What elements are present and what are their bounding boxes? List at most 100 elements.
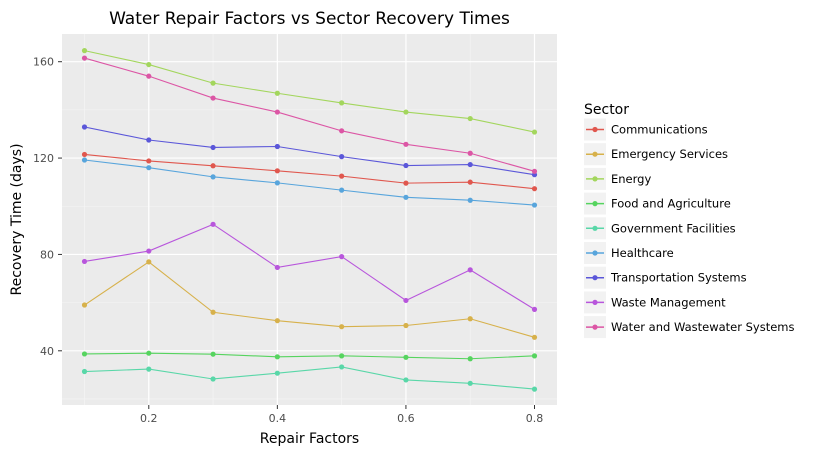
data-point	[81, 124, 88, 130]
legend-item: Healthcare	[584, 242, 674, 264]
data-point	[467, 356, 473, 362]
x-tick-label: 0.2	[140, 412, 158, 425]
data-point	[81, 302, 88, 308]
series-food-and-agriculture	[81, 350, 538, 362]
series-line	[84, 57, 535, 172]
data-point	[81, 157, 88, 163]
data-point	[274, 168, 280, 174]
legend-key-point	[592, 275, 598, 281]
series-waste-management	[81, 221, 538, 312]
data-point	[339, 324, 345, 330]
y-axis-title: Recovery Time (days)	[9, 143, 25, 295]
legend-items: Communications Emergency Services Energy Fo…	[584, 118, 795, 339]
series-energy	[81, 48, 538, 135]
legend-key-point	[592, 299, 598, 305]
legend-item: Energy	[584, 167, 651, 190]
data-point	[274, 109, 280, 115]
series-line	[84, 126, 535, 176]
legend-item: Emergency Services	[584, 143, 728, 166]
data-point	[210, 376, 216, 382]
legend-label: Waste Management	[611, 295, 726, 309]
legend-item: Waste Management	[584, 291, 726, 314]
data-point	[274, 264, 280, 271]
data-point	[146, 248, 152, 254]
data-point	[531, 129, 538, 135]
data-point	[531, 334, 538, 340]
legend-label: Water and Wastewater Systems	[611, 320, 795, 334]
data-point	[274, 354, 280, 360]
legend-item: Government Facilities	[584, 217, 736, 240]
series-emergency-services	[81, 259, 538, 340]
data-point	[339, 100, 345, 106]
series-line	[84, 223, 535, 310]
legend-label: Energy	[611, 172, 651, 186]
data-point	[339, 154, 345, 160]
data-point	[210, 95, 216, 101]
data-point	[531, 353, 538, 359]
data-point	[274, 180, 280, 186]
series-healthcare	[81, 157, 538, 208]
data-point	[531, 168, 538, 174]
data-point	[531, 306, 538, 312]
x-tick-label: 0.6	[397, 412, 415, 425]
series-water-and-wastewater-systems	[81, 55, 538, 174]
data-point	[403, 194, 409, 200]
series-line	[84, 159, 535, 206]
plot-background	[62, 34, 557, 405]
y-tick-label: 40	[40, 345, 54, 358]
data-point	[146, 350, 152, 356]
legend-item: Communications	[584, 118, 708, 141]
y-tick-label: 160	[33, 56, 54, 69]
data-point	[467, 316, 473, 322]
series-communications	[81, 151, 538, 192]
x-axis-title: Repair Factors	[260, 431, 359, 447]
legend: Sector Communications Emergency Services E…	[584, 102, 795, 339]
x-tick-label: 0.4	[269, 412, 287, 425]
legend-key-point	[592, 176, 598, 182]
data-point	[146, 259, 152, 265]
data-point	[81, 48, 88, 54]
data-point	[146, 165, 152, 171]
legend-label: Food and Agriculture	[611, 197, 731, 211]
series-transportation-systems	[81, 124, 538, 178]
data-point	[210, 221, 216, 227]
y-tick-label: 80	[40, 248, 54, 261]
series-government-facilities	[81, 364, 538, 392]
data-point	[339, 364, 345, 370]
data-point	[274, 90, 280, 96]
data-point	[146, 137, 152, 143]
data-point	[467, 197, 473, 203]
data-point	[210, 174, 216, 180]
data-point	[210, 80, 216, 86]
data-point	[403, 297, 409, 304]
data-point	[339, 173, 345, 179]
data-point	[146, 73, 152, 79]
data-point	[531, 202, 538, 208]
series-line	[84, 153, 535, 190]
data-point	[531, 186, 538, 192]
legend-item: Water and Wastewater Systems	[584, 316, 795, 339]
legend-key-point	[592, 126, 598, 133]
x-tick-label: 0.8	[526, 412, 544, 425]
y-tick-label: 120	[33, 152, 54, 165]
data-point	[467, 380, 473, 386]
data-point	[403, 109, 409, 115]
legend-title: Sector	[584, 102, 629, 118]
series-layer	[81, 48, 538, 392]
y-axis: 40 80 120 160	[33, 56, 62, 358]
legend-key-point	[592, 225, 598, 231]
chart-title: Water Repair Factors vs Sector Recovery …	[109, 9, 510, 29]
series-line	[84, 50, 535, 133]
legend-item: Food and Agriculture	[584, 192, 731, 215]
data-point	[467, 267, 473, 273]
legend-label: Government Facilities	[611, 221, 736, 235]
data-point	[146, 158, 152, 164]
data-point	[339, 254, 345, 260]
series-line	[84, 366, 535, 390]
data-point	[210, 163, 216, 169]
data-point	[403, 162, 409, 169]
data-point	[403, 322, 409, 329]
data-point	[403, 180, 409, 186]
legend-item: Transportation Systems	[584, 266, 747, 289]
